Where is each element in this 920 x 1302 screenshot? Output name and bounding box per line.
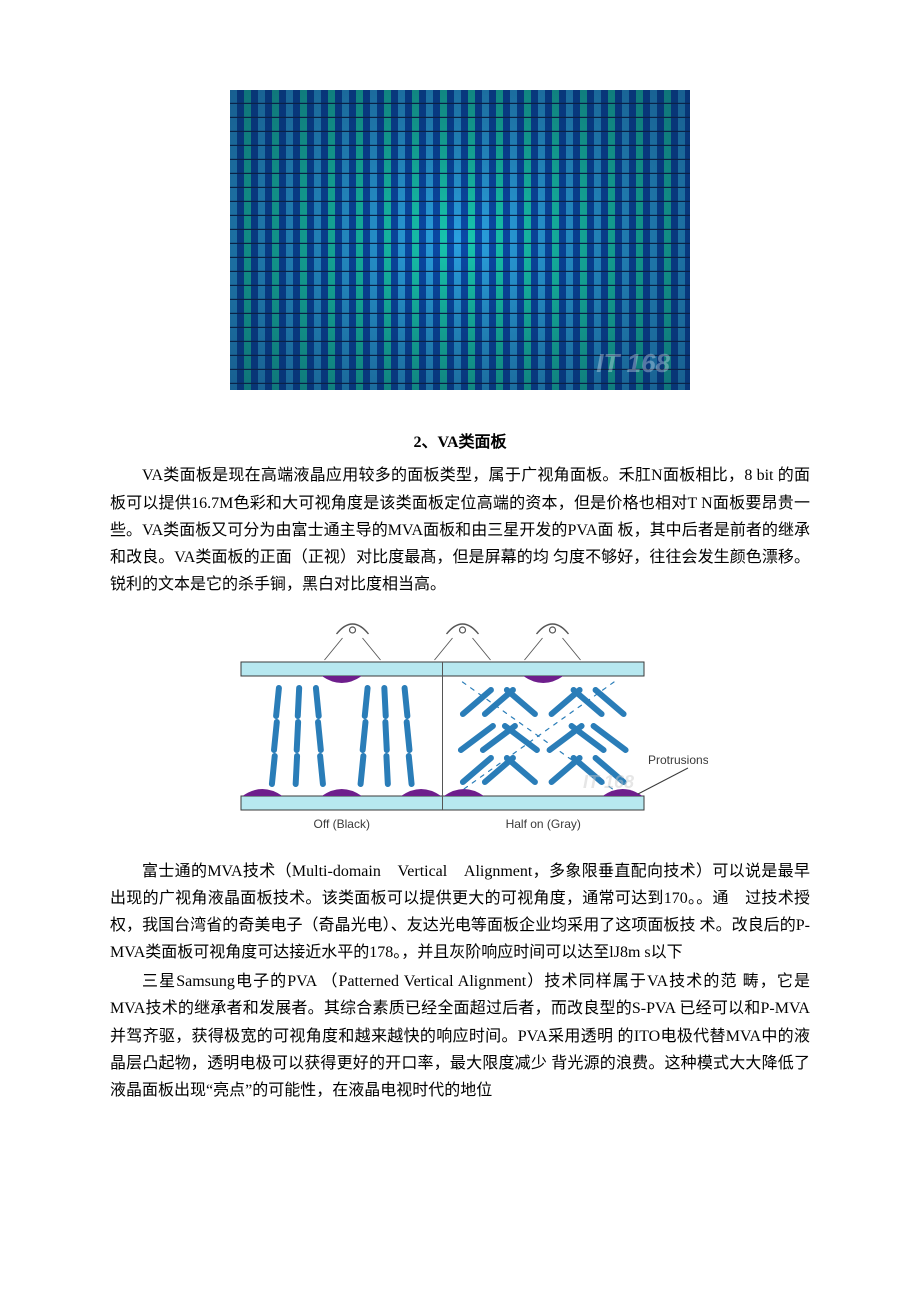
svg-text:IT 168: IT 168	[596, 348, 670, 378]
svg-text:Protrusions: Protrusions	[648, 753, 708, 767]
paragraph-2: 富士通的MVA技术（Multi-domain Vertical Alignmen…	[110, 858, 810, 967]
paragraph-1: VA类面板是现在高端液晶应用较多的面板类型，属于广视角面板。禾肛N面板相比，8 …	[110, 462, 810, 598]
section-heading: 2、VA类面板	[110, 429, 810, 456]
svg-text:Half on (Gray): Half on (Gray)	[505, 817, 580, 831]
paragraph-3: 三星Samsung电子的PVA （Patterned Vertical Alig…	[110, 968, 810, 1104]
figure-2-wrap: Protrusions Off (Black) Half on (Gray) IT 1…	[110, 604, 810, 853]
svg-text:IT 168: IT 168	[582, 772, 633, 792]
figure-1-wrap: IT 168	[110, 90, 810, 399]
figure-1-lcd-pixels: IT 168	[230, 90, 690, 390]
document-page: IT 168 2、VA类面板 VA类面板是现在高端液晶应用较多的面板类型，属于广…	[0, 0, 920, 1302]
svg-text:Off (Black): Off (Black)	[313, 817, 369, 831]
figure-2-mva-diagram: Protrusions Off (Black) Half on (Gray) IT 1…	[213, 604, 708, 844]
